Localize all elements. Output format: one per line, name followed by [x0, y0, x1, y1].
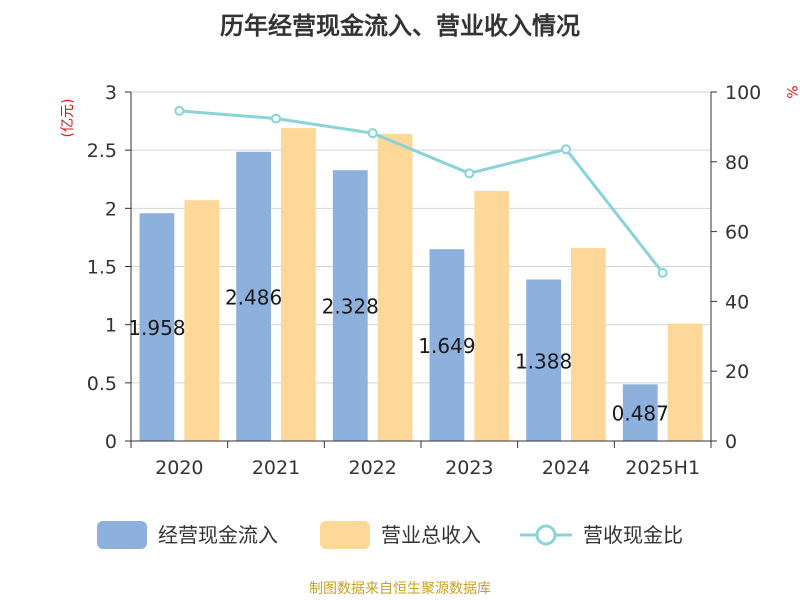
data-label-cash-inflow: 2.486 — [225, 285, 282, 309]
right-tick-label: 80 — [725, 152, 749, 174]
data-label-cash-inflow: 0.487 — [612, 402, 669, 426]
bars — [139, 128, 703, 441]
left-tick-label: 3 — [105, 82, 117, 104]
bar-revenue[interactable] — [571, 247, 606, 441]
legend-item-cash-inflow[interactable]: 经营现金流入 — [97, 521, 278, 549]
left-tick-label: 2 — [105, 198, 117, 220]
bar-revenue[interactable] — [281, 128, 316, 441]
left-tick-label: 1.5 — [87, 257, 117, 279]
legend-label-revenue: 营业总收入 — [381, 523, 481, 547]
legend-label-ratio: 营收现金比 — [583, 523, 683, 547]
ratio-point[interactable] — [464, 168, 475, 179]
ratio-point[interactable] — [657, 267, 668, 278]
left-tick-label: 0.5 — [87, 373, 117, 395]
bar-revenue[interactable] — [377, 133, 413, 441]
x-tick-label: 2022 — [348, 457, 396, 479]
data-labels: 1.958 2.486 2.328 1.649 1.388 0.487 — [128, 285, 669, 425]
x-tick-label: 2021 — [252, 457, 300, 479]
bar-cash-inflow[interactable] — [139, 213, 175, 441]
bar-cash-inflow[interactable] — [236, 151, 271, 441]
x-tick-label: 2025H1 — [625, 457, 700, 479]
right-tick-label: 100 — [725, 82, 761, 104]
data-label-cash-inflow: 1.388 — [515, 349, 572, 373]
right-tick-label: 20 — [725, 361, 749, 383]
bar-revenue[interactable] — [184, 200, 220, 441]
bar-revenue[interactable] — [667, 323, 703, 441]
ratio-point[interactable] — [174, 105, 185, 116]
legend-item-revenue[interactable]: 营业总收入 — [320, 521, 481, 549]
right-axis-unit: % — [783, 85, 799, 98]
bar-revenue[interactable] — [474, 190, 510, 441]
legend: 经营现金流入 营业总收入 营收现金比 — [97, 521, 683, 549]
left-axis-unit: (亿元) — [60, 99, 76, 138]
ratio-point[interactable] — [367, 128, 378, 139]
ratio-polyline — [179, 109, 664, 274]
x-tick-label: 2020 — [155, 457, 203, 479]
ratio-line — [174, 105, 668, 278]
ratio-point[interactable] — [561, 144, 571, 155]
source-note: 制图数据来自恒生聚源数据库 — [309, 581, 491, 597]
legend-swatch-cash-inflow — [97, 521, 147, 549]
data-label-cash-inflow: 1.649 — [418, 334, 475, 358]
right-tick-label: 0 — [725, 431, 737, 453]
bar-cash-inflow[interactable] — [526, 279, 561, 441]
legend-item-ratio[interactable]: 营收现金比 — [520, 523, 683, 547]
axes: 0 0.5 1 1.5 2 2.5 3 0 20 40 60 80 100 2020 2021 2022 202… — [87, 82, 761, 479]
right-tick-label: 60 — [725, 222, 749, 244]
bar-cash-inflow[interactable] — [622, 384, 658, 441]
right-tick-label: 40 — [725, 291, 749, 313]
chart-title: 历年经营现金流入、营业收入情况 — [220, 12, 580, 40]
bar-cash-inflow[interactable] — [429, 249, 465, 441]
data-label-cash-inflow: 2.328 — [322, 295, 379, 319]
bar-cash-inflow[interactable] — [332, 170, 368, 441]
ratio-point[interactable] — [271, 113, 281, 124]
x-tick-label: 2023 — [445, 457, 493, 479]
legend-marker-ratio — [535, 524, 557, 546]
gridlines — [131, 91, 711, 384]
legend-swatch-revenue — [320, 521, 370, 549]
legend-label-cash-inflow: 经营现金流入 — [158, 523, 278, 547]
x-tick-label: 2024 — [542, 457, 590, 479]
left-tick-label: 2.5 — [87, 140, 117, 162]
left-tick-label: 0 — [105, 431, 117, 453]
data-label-cash-inflow: 1.958 — [128, 316, 185, 340]
left-tick-label: 1 — [105, 315, 117, 337]
